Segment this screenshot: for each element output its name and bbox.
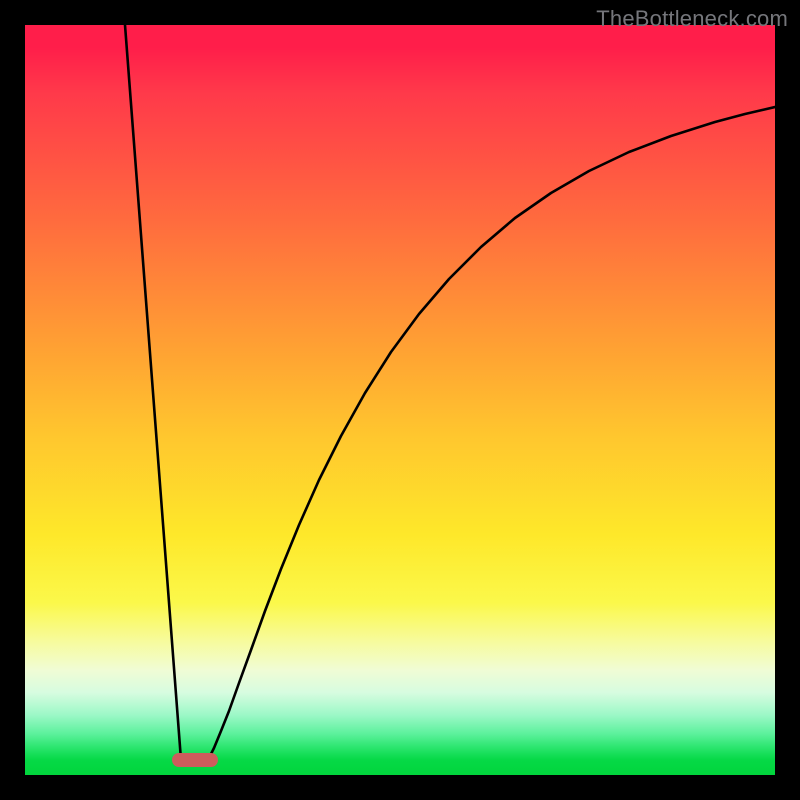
left-v-line bbox=[125, 25, 181, 760]
chart-plot-area bbox=[25, 25, 775, 775]
chart-svg bbox=[25, 25, 775, 775]
bottleneck-curve bbox=[208, 107, 775, 760]
chart-outer-frame: TheBottleneck.com bbox=[0, 0, 800, 800]
optimal-marker bbox=[172, 753, 218, 767]
watermark-text: TheBottleneck.com bbox=[596, 6, 788, 32]
